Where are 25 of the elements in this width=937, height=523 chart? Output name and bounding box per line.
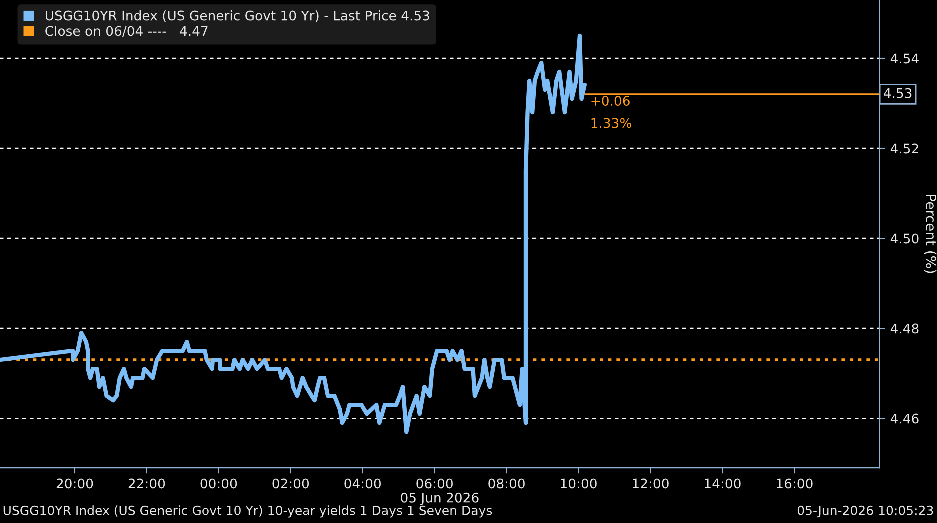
text: USGG10YR Index (US Generic Govt 10 Yr) 10-year yields 1 Days 1 Seven Days xyxy=(4,506,492,518)
y-tick-label: 4.52 xyxy=(890,144,918,154)
y-axis-title: Percent (%) xyxy=(924,195,937,274)
annotation: 1.33% xyxy=(592,118,632,128)
x-tick-label: 04:00 xyxy=(344,478,381,489)
y-tick-label: 4.50 xyxy=(890,234,919,244)
ref-line-label: 4.53 xyxy=(884,88,912,98)
x-tick-label: 22:00 xyxy=(128,478,166,489)
x-axis-title: 05 Jun 2026 xyxy=(401,492,479,506)
x-tick-label: 10:00 xyxy=(561,478,597,489)
y-tick-label: 4.54 xyxy=(890,54,919,64)
text: 05-Jun-2026 10:05:23 xyxy=(798,506,934,518)
x-tick-label: 20:00 xyxy=(56,478,94,489)
x-tick-label: 16:00 xyxy=(777,478,813,489)
y-tick-label: 4.48 xyxy=(890,324,919,334)
x-tick-label: 06:00 xyxy=(416,478,453,489)
y-tick-label: 4.46 xyxy=(890,414,919,424)
x-tick-label: 14:00 xyxy=(705,478,741,489)
x-tick-label: 00:00 xyxy=(200,478,238,489)
legend-label: USGG10YR Index (US Generic Govt 10 Yr) - Last Price 4.53 xyxy=(46,10,430,22)
x-tick-label: 12:00 xyxy=(633,478,669,489)
legend-label: Close on 06/04 ---- 4.47 xyxy=(46,26,208,38)
x-tick-label: 08:00 xyxy=(488,478,525,489)
x-tick-label: 02:00 xyxy=(272,478,310,489)
annotation: +0.06 xyxy=(592,96,630,106)
